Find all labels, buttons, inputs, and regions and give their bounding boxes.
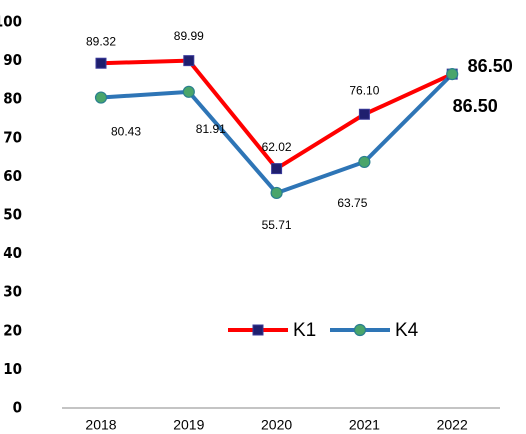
data-label: 80.43 (111, 125, 141, 139)
y-tick-label: 90 (3, 51, 22, 69)
y-tick-label: 70 (3, 128, 22, 146)
x-tick-label: 2021 (349, 417, 380, 433)
y-tick-label: 40 (3, 244, 22, 262)
y-tick-label: 0 (13, 399, 22, 417)
y-tick-label: 10 (3, 360, 22, 378)
legend-label: K1 (293, 320, 316, 341)
data-label: 76.10 (349, 83, 379, 97)
legend-marker (252, 324, 264, 336)
y-tick-label: 20 (3, 321, 22, 339)
x-tick-label: 2019 (173, 417, 204, 433)
data-label: 62.02 (262, 140, 292, 154)
data-label: 81.91 (196, 122, 226, 136)
y-tick-label: 60 (3, 167, 22, 185)
data-point (95, 57, 107, 69)
data-label: 89.99 (174, 29, 204, 43)
data-label: 86.50 (468, 56, 513, 76)
x-tick-label: 2020 (261, 417, 292, 433)
y-tick-label: 100 (0, 13, 22, 31)
data-point (270, 186, 283, 200)
legend-marker (353, 323, 367, 337)
data-point (358, 108, 370, 120)
data-label: 86.50 (453, 96, 498, 116)
legend-label: K4 (395, 320, 419, 341)
data-point (182, 85, 195, 98)
x-tick-label: 2022 (437, 417, 468, 433)
data-point (358, 155, 371, 169)
data-label: 89.32 (86, 34, 116, 48)
y-tick-label: 30 (3, 283, 22, 301)
y-tick-label: 50 (3, 206, 22, 224)
x-tick-label: 2018 (85, 417, 116, 433)
data-label: 63.75 (337, 196, 367, 210)
data-label: 55.71 (262, 218, 292, 232)
series-line (100, 72, 454, 195)
data-point (183, 55, 195, 67)
data-point (446, 68, 459, 81)
data-point (94, 91, 108, 104)
y-tick-label: 80 (3, 90, 22, 108)
data-point (271, 163, 283, 175)
